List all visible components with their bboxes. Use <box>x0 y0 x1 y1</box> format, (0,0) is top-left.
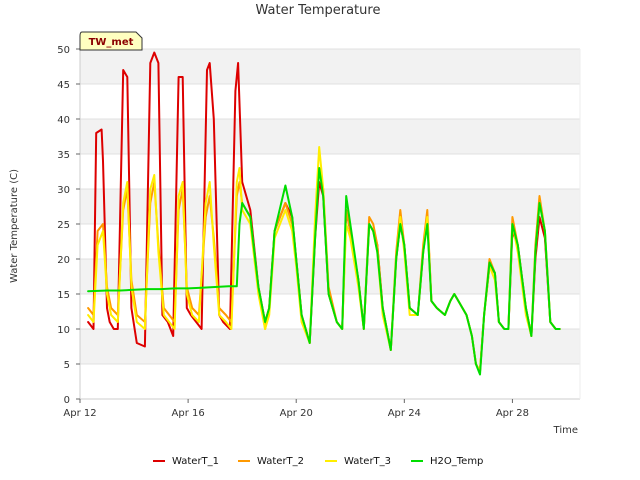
x-tick-label: Apr 16 <box>172 408 205 419</box>
y-tick-label: 40 <box>57 115 70 126</box>
y-axis-ticks: 0 5 10 15 20 25 30 35 40 45 50 <box>57 45 80 406</box>
band-5 <box>80 189 580 224</box>
series-lines <box>87 51 561 376</box>
legend: WaterT_1 WaterT_2 WaterT_3 H2O_Temp <box>153 456 483 467</box>
y-tick-label: 30 <box>57 185 70 196</box>
band-1 <box>80 329 580 364</box>
y-tick-label: 20 <box>57 255 70 266</box>
legend-label: WaterT_3 <box>344 456 391 467</box>
site-label: TW_met <box>89 37 134 48</box>
band-6 <box>80 154 580 189</box>
y-axis-title: Water Temperature (C) <box>9 169 20 283</box>
x-axis-title: Time <box>553 425 578 436</box>
legend-label: WaterT_2 <box>257 456 304 467</box>
band-9 <box>80 49 580 84</box>
y-tick-label: 35 <box>57 150 70 161</box>
band-4 <box>80 224 580 259</box>
band-7 <box>80 119 580 154</box>
chart-title: Water Temperature <box>256 3 381 18</box>
series-line-h2o-temp <box>87 167 561 376</box>
x-tick-label: Apr 12 <box>63 408 96 419</box>
y-tick-label: 15 <box>57 290 70 301</box>
x-tick-label: Apr 28 <box>496 408 529 419</box>
y-tick-label: 10 <box>57 325 70 336</box>
y-tick-label: 0 <box>64 395 70 406</box>
band-0 <box>80 364 580 399</box>
y-tick-label: 5 <box>64 360 70 371</box>
y-tick-label: 45 <box>57 80 70 91</box>
site-label-box: TW_met <box>79 31 143 51</box>
x-axis-ticks: Apr 12 Apr 16 Apr 20 Apr 24 Apr 28 <box>63 399 529 419</box>
x-tick-label: Apr 24 <box>388 408 421 419</box>
band-8 <box>80 84 580 119</box>
background-bands <box>80 49 580 399</box>
legend-label: WaterT_1 <box>172 456 219 467</box>
x-tick-label: Apr 20 <box>280 408 313 419</box>
legend-label: H2O_Temp <box>430 456 483 467</box>
y-tick-label: 25 <box>57 220 70 231</box>
y-tick-label: 50 <box>57 45 70 56</box>
